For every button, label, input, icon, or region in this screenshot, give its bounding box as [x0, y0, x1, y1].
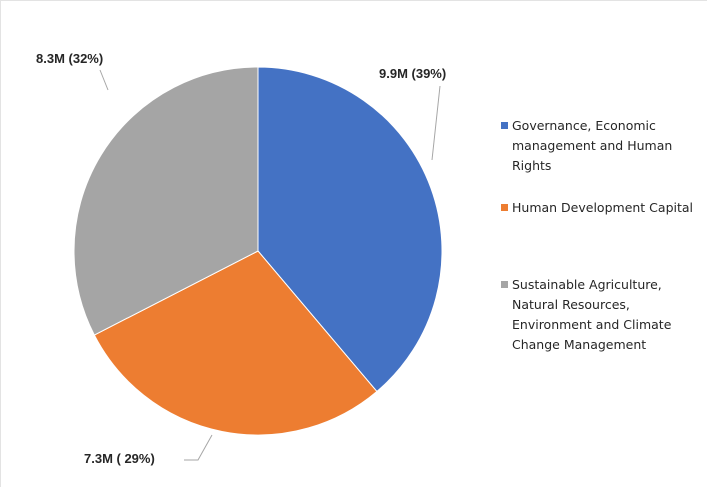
legend-label-governance: Governance, Economic management and Huma…	[512, 118, 673, 173]
data-labels: 9.9M (39%) 7.3M ( 29%) 8.3M (32%)	[36, 51, 446, 466]
data-label-human-development: 7.3M ( 29%)	[84, 451, 155, 466]
pie-slice-sustainable-agriculture	[73, 66, 259, 336]
leader-lines	[99, 69, 441, 461]
legend-label-sustainable-agriculture: Sustainable Agriculture, Natural Resourc…	[512, 277, 672, 352]
data-label-sustainable-agriculture: 8.3M (32%)	[36, 51, 103, 66]
data-label-governance: 9.9M (39%)	[379, 66, 446, 81]
legend-swatch-sustainable-agriculture	[501, 281, 508, 288]
leader-line-governance	[431, 85, 441, 161]
pie-slice-governance	[257, 66, 443, 393]
legend-item-sustainable-agriculture: Sustainable Agriculture, Natural Resourc…	[499, 275, 707, 355]
legend-item-human-development: Human Development Capital	[499, 198, 707, 218]
leader-line-human-development	[184, 434, 213, 461]
legend-swatch-human-development	[501, 204, 508, 211]
pie-slices	[73, 66, 443, 436]
leader-line-sustainable-agriculture	[99, 69, 109, 91]
legend-swatch-governance	[501, 122, 508, 129]
legend-label-human-development: Human Development Capital	[512, 200, 694, 215]
pie-slice-human-development	[93, 250, 378, 436]
legend: Governance, Economic management and Huma…	[499, 116, 707, 355]
legend-item-governance: Governance, Economic management and Huma…	[499, 116, 707, 176]
